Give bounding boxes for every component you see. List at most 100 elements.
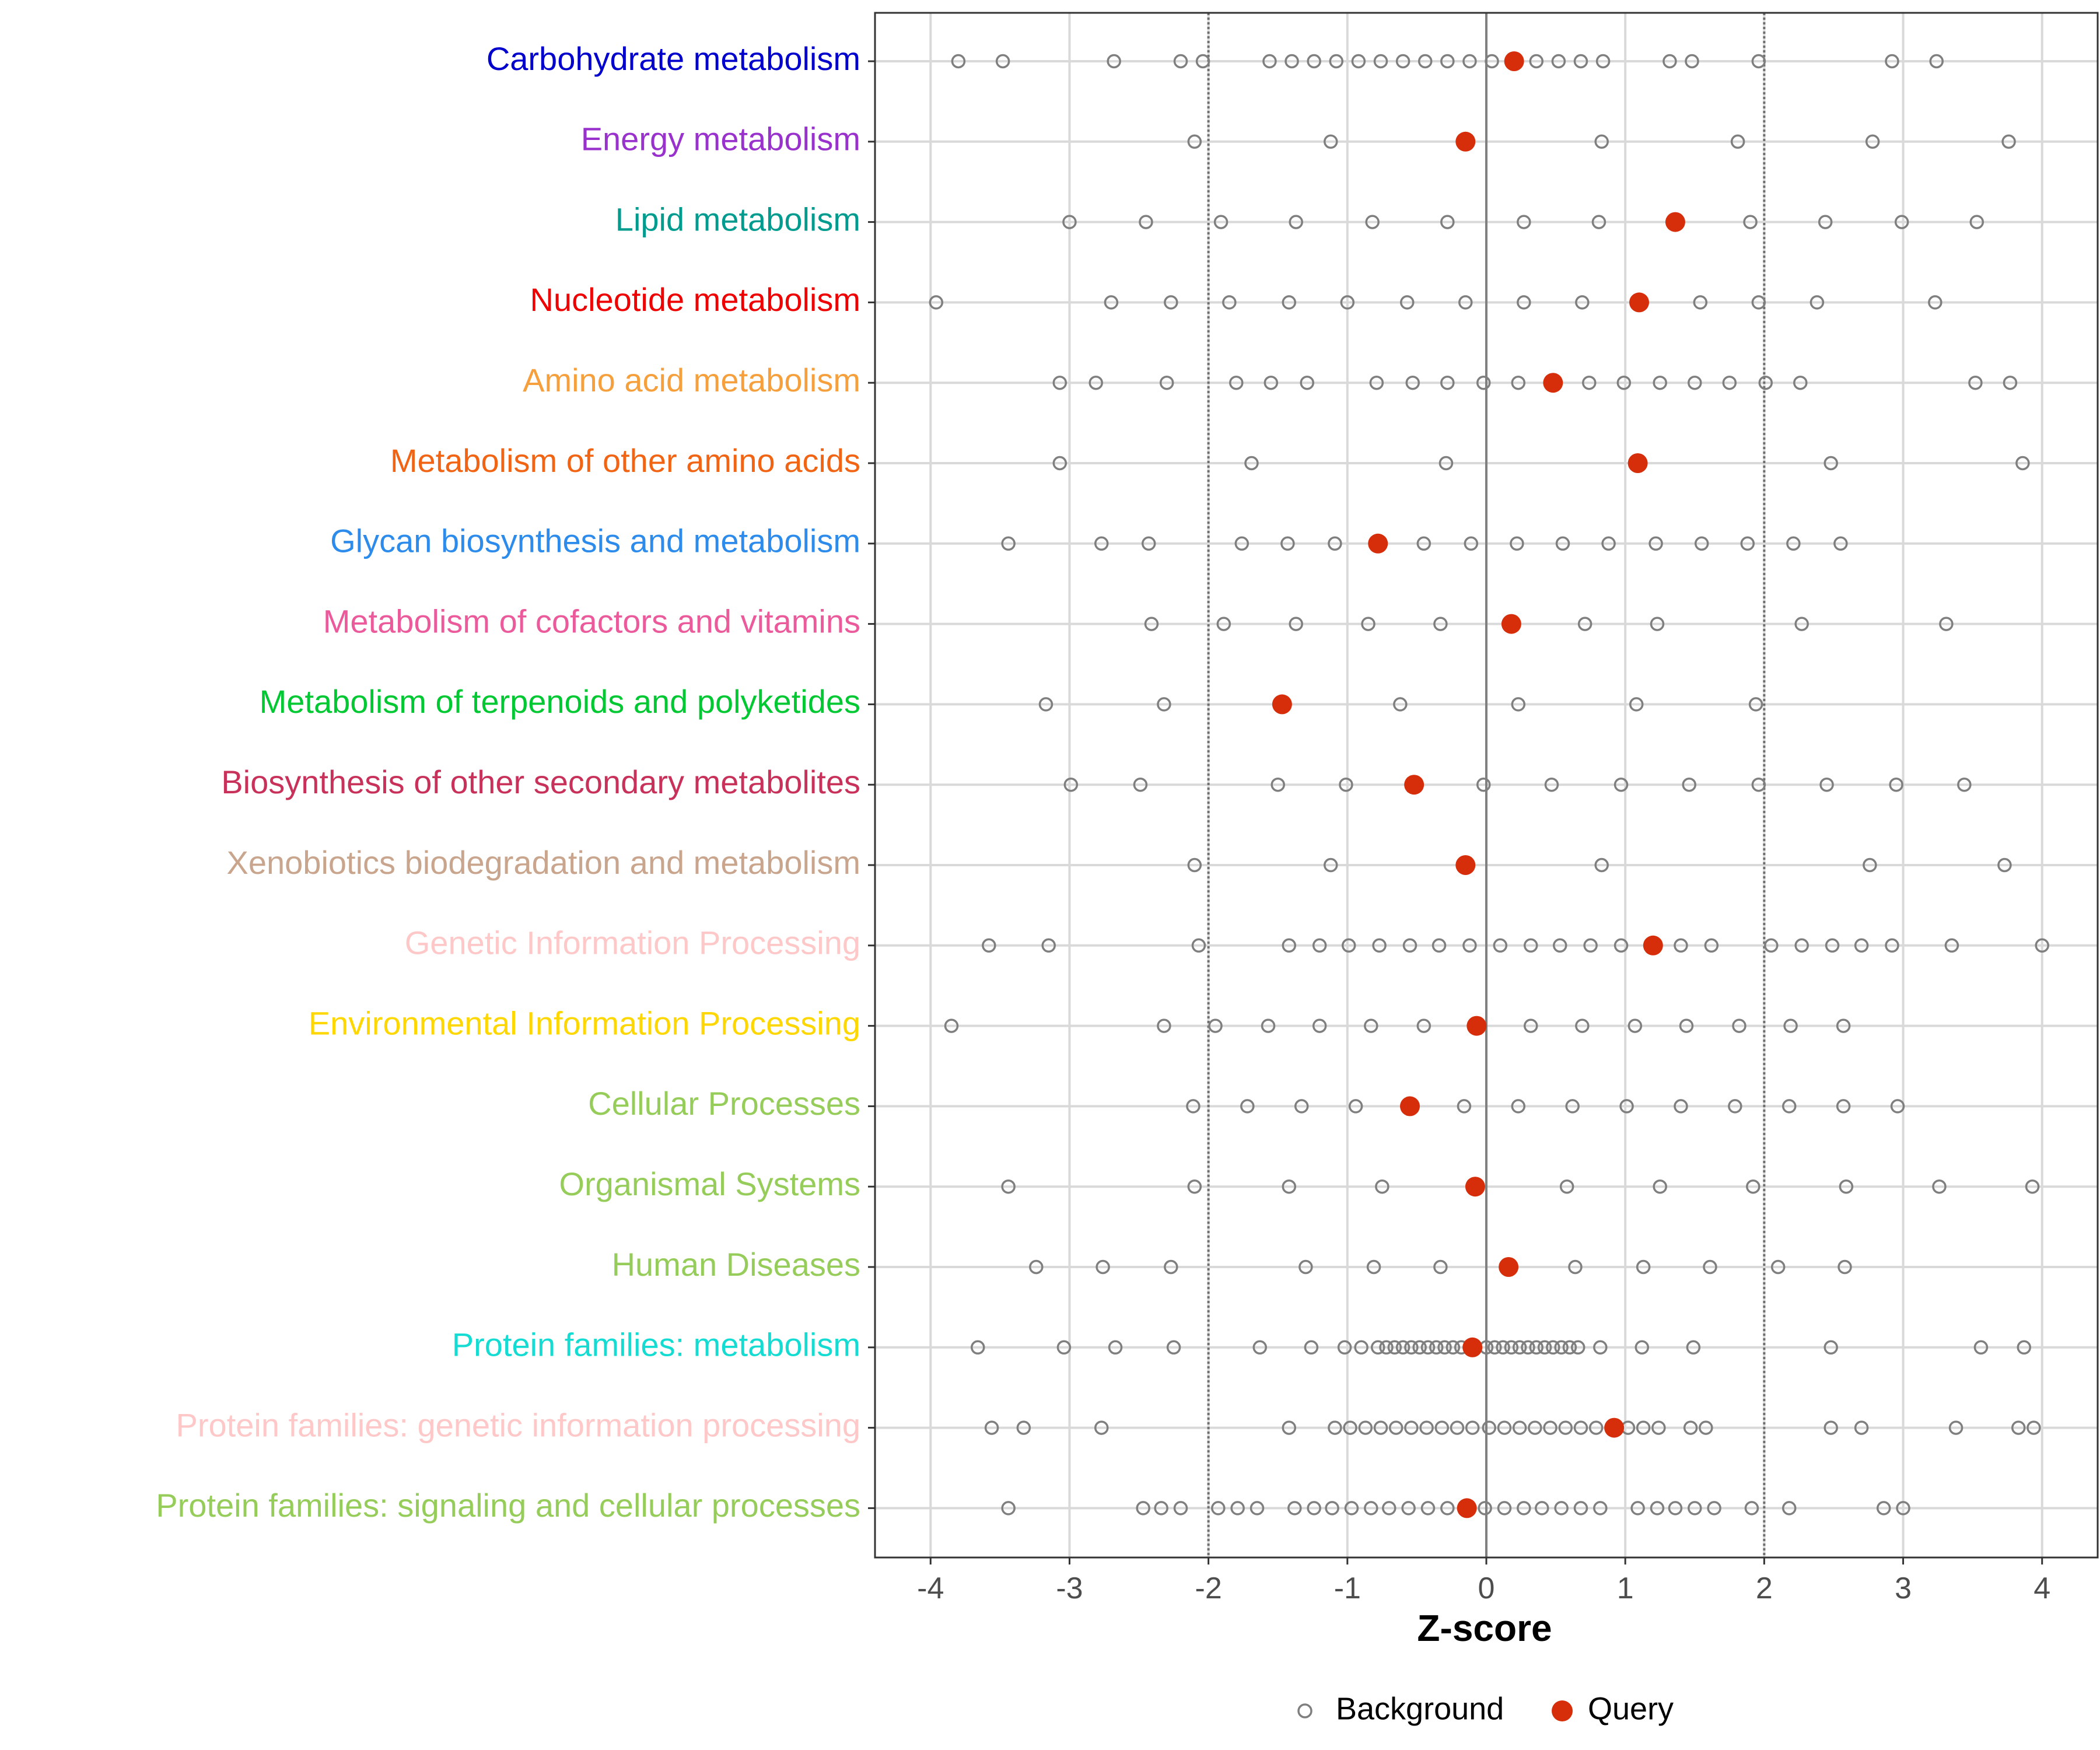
query-point: [1466, 1016, 1487, 1036]
query-point: [1404, 775, 1424, 795]
background-point: [1628, 1019, 1643, 1033]
background-point: [1136, 1501, 1150, 1516]
background-point: [1420, 1501, 1436, 1516]
x-tick-label: 3: [1895, 1572, 1912, 1605]
background-point: [1521, 1340, 1535, 1355]
background-point: [1412, 1340, 1427, 1355]
background-point: [1382, 1501, 1396, 1516]
background-point: [1419, 1420, 1434, 1435]
background-point: [1810, 295, 1825, 310]
background-point: [1166, 1340, 1181, 1355]
background-point: [1354, 1340, 1368, 1355]
background-point: [1786, 536, 1801, 551]
background-point: [1568, 1259, 1583, 1275]
x-tick-label: -3: [1056, 1572, 1083, 1605]
background-point: [1544, 777, 1559, 792]
background-point: [1824, 1420, 1838, 1435]
background-point: [1595, 54, 1611, 69]
background-point: [1782, 1099, 1797, 1114]
background-point: [1601, 536, 1616, 551]
background-point: [1107, 54, 1121, 69]
background-point: [1497, 1420, 1512, 1435]
background-point: [1343, 1420, 1357, 1435]
background-point: [1366, 1259, 1381, 1275]
category-label: Metabolism of other amino acids: [390, 442, 860, 479]
background-point: [1096, 1259, 1110, 1275]
background-point: [1300, 375, 1314, 390]
background-point: [1699, 1420, 1713, 1435]
background-point: [1630, 1501, 1645, 1516]
category-label: Protein families: signaling and cellular…: [156, 1487, 860, 1524]
query-point: [1272, 694, 1292, 715]
background-point: [1523, 1019, 1538, 1033]
background-point: [1416, 536, 1432, 551]
x-tick-label: 4: [2034, 1572, 2050, 1605]
background-point: [1372, 938, 1387, 953]
background-point: [1358, 1420, 1373, 1435]
query-point: [1543, 373, 1563, 393]
background-point: [929, 295, 944, 310]
background-point: [1159, 375, 1174, 390]
background-point: [1187, 134, 1202, 149]
background-point: [2035, 938, 2049, 953]
background-point: [1307, 54, 1321, 69]
category-label: Metabolism of cofactors and vitamins: [323, 603, 860, 639]
background-point: [1432, 938, 1447, 953]
category-label: Amino acid metabolism: [523, 362, 860, 398]
background-point: [1222, 295, 1237, 310]
x-axis-title: Z-score: [1417, 1607, 1552, 1649]
background-point: [951, 54, 966, 69]
background-point: [1616, 375, 1632, 390]
background-point: [1016, 1420, 1031, 1435]
background-point: [1289, 215, 1303, 229]
background-point: [1462, 54, 1477, 69]
background-point: [1783, 1019, 1798, 1033]
background-point: [1029, 1259, 1044, 1275]
background-point: [1289, 617, 1303, 631]
background-point: [2025, 1179, 2040, 1194]
background-point: [1751, 777, 1766, 792]
background-point: [1434, 1420, 1450, 1435]
background-point: [1679, 1019, 1694, 1033]
background-point: [1636, 1259, 1651, 1275]
background-point: [1328, 536, 1342, 551]
background-point: [1558, 1420, 1573, 1435]
background-point: [1740, 536, 1755, 551]
background-point: [1157, 1019, 1171, 1033]
background-point: [1629, 697, 1644, 712]
background-point: [1373, 1420, 1388, 1435]
query-point: [1501, 614, 1521, 634]
background-point: [1722, 375, 1737, 390]
background-point: [1854, 938, 1869, 953]
background-point: [2015, 456, 2030, 471]
background-point: [1944, 938, 1959, 953]
background-point: [1517, 1501, 1531, 1516]
background-point: [1668, 1501, 1683, 1516]
background-point: [1211, 1501, 1226, 1516]
background-point: [1686, 1340, 1701, 1355]
background-point: [1344, 1501, 1359, 1516]
background-point: [1896, 1501, 1910, 1516]
query-point: [1368, 533, 1388, 554]
background-point: [1173, 54, 1188, 69]
background-point: [1682, 777, 1696, 792]
background-point: [1304, 1340, 1319, 1355]
background-point: [1341, 938, 1356, 953]
background-point: [1957, 777, 1972, 792]
background-point: [1535, 1501, 1549, 1516]
category-label: Protein families: metabolism: [452, 1326, 860, 1363]
background-point: [1195, 54, 1210, 69]
background-point: [1511, 1099, 1526, 1114]
background-point: [1369, 375, 1384, 390]
background-point: [1743, 215, 1758, 229]
background-point: [1614, 777, 1629, 792]
legend-query-marker: [1552, 1700, 1573, 1721]
background-point: [1510, 536, 1524, 551]
category-label: Protein families: genetic information pr…: [176, 1406, 860, 1443]
legend-background-label: Background: [1336, 1691, 1504, 1726]
background-point: [1575, 1019, 1590, 1033]
background-point: [1793, 375, 1808, 390]
background-point: [1401, 1501, 1416, 1516]
background-point: [1284, 54, 1299, 69]
x-tick-label: -2: [1195, 1572, 1222, 1605]
